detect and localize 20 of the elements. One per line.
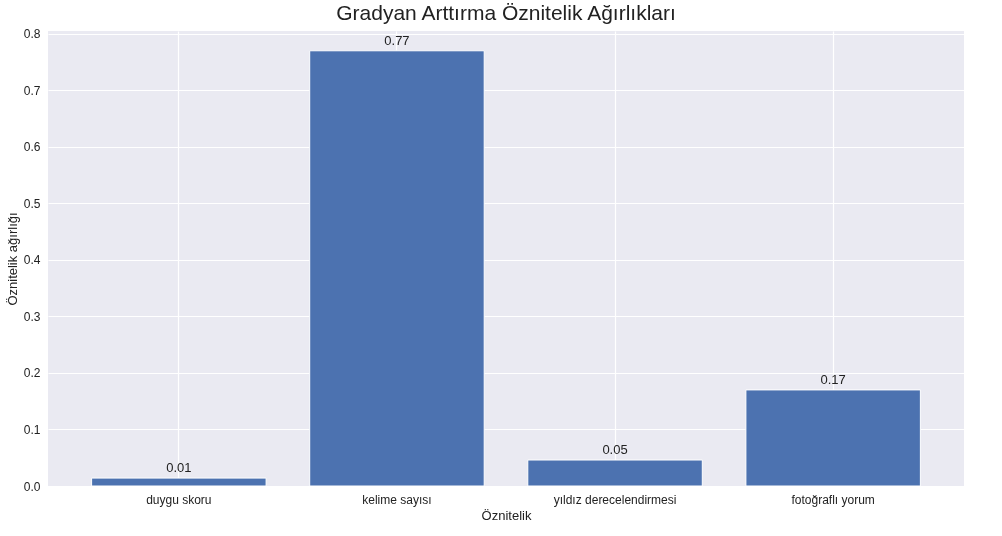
x-axis-title: Öznitelik	[481, 507, 532, 523]
y-tick-label: 0.7	[23, 83, 41, 98]
x-tick-label: fotoğraflı yorum	[791, 492, 875, 507]
data-label: 0.01	[166, 460, 192, 476]
y-axis-title: Öznitelik ağırlığı	[4, 212, 20, 306]
y-tick-label: 0.8	[23, 27, 41, 42]
y-tick-label: 0.0	[23, 479, 41, 494]
data-label: 0.05	[602, 442, 628, 457]
chart-title: Gradyan Arttırma Öznitelik Ağırlıkları	[336, 0, 676, 24]
data-label: 0.77	[384, 32, 410, 48]
data-label: 0.17	[820, 371, 846, 387]
y-tick-label: 0.5	[23, 196, 41, 211]
y-tick-label: 0.4	[23, 253, 41, 268]
x-tick-label: duygu skoru	[146, 492, 212, 507]
y-tick-label: 0.2	[23, 366, 41, 381]
y-tick-label: 0.1	[23, 422, 41, 437]
y-tick-label: 0.6	[23, 140, 41, 155]
x-tick-label: yıldız derecelendirmesi	[553, 492, 677, 507]
x-tick-label: kelime sayısı	[362, 492, 432, 507]
y-tick-label: 0.3	[23, 309, 41, 324]
